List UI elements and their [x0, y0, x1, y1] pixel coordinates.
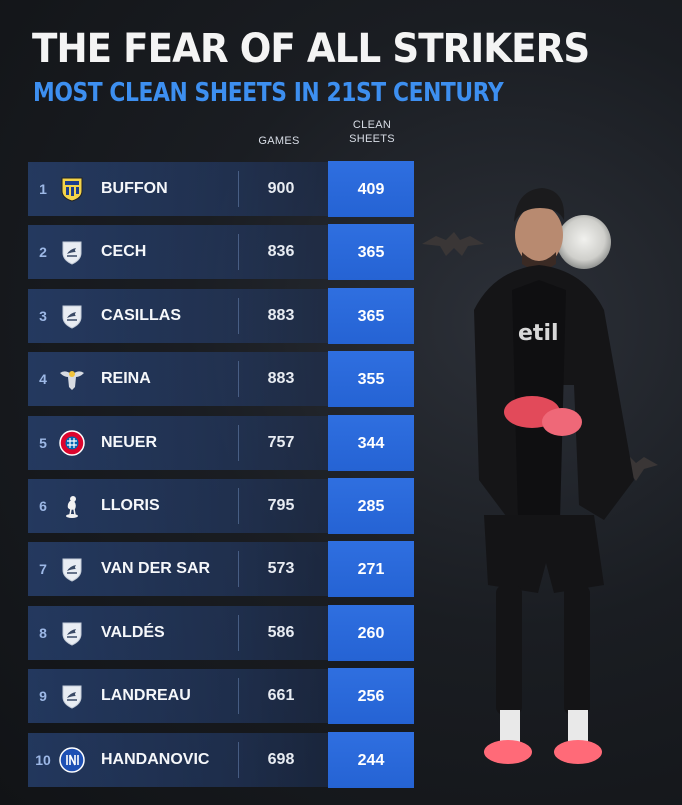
clean-sheets-cell: 271 — [328, 541, 414, 597]
player-name: NEUER — [101, 434, 158, 451]
games-value: 883 — [267, 370, 295, 387]
clean-sheets-cell: 285 — [328, 478, 414, 534]
row-divider — [238, 234, 239, 270]
page-title: THE FEAR OF ALL STRIKERS — [32, 26, 590, 72]
clean-sheets-value: 285 — [357, 498, 385, 515]
shield-crest-icon — [62, 685, 82, 709]
player-name: HANDANOVIC — [101, 751, 210, 768]
goalkeeper-boots — [484, 740, 532, 764]
shield-crest-icon — [62, 305, 82, 329]
row-rank: 8 — [39, 625, 47, 641]
inter-crest-icon — [59, 747, 85, 773]
clean-sheets-value: 256 — [357, 688, 385, 705]
row-divider — [238, 361, 239, 397]
clean-sheets-value: 365 — [357, 244, 385, 261]
table-row: 1 BUFFON 900 — [28, 162, 328, 216]
row-rank: 4 — [39, 371, 47, 387]
clean-sheets-value: 344 — [357, 435, 385, 452]
clean-sheets-header-line2: SHEETS — [349, 133, 395, 145]
page-subtitle: MOST CLEAN SHEETS IN 21ST CENTURY — [33, 78, 504, 108]
row-divider — [238, 678, 239, 714]
table-row: 3 CASILLAS 883 — [28, 289, 328, 343]
row-divider — [238, 171, 239, 207]
player-name: CASILLAS — [101, 307, 181, 324]
table-row: 2 CECH 836 — [28, 225, 328, 279]
games-value: 573 — [267, 560, 295, 577]
table-row: 7 VAN DER SAR 573 — [28, 542, 328, 596]
player-name: REINA — [101, 370, 151, 387]
row-rank: 3 — [39, 308, 47, 324]
clean-sheets-cell: 244 — [328, 732, 414, 788]
games-value: 836 — [267, 243, 295, 260]
table-row: 4 REINA 883 — [28, 352, 328, 406]
svg-text:etil: etil — [518, 321, 559, 346]
parma-crest-icon — [61, 177, 83, 202]
shield-crest-icon — [62, 622, 82, 646]
goalkeeper-head — [515, 205, 563, 265]
clean-sheets-value: 365 — [357, 308, 385, 325]
row-divider — [238, 742, 239, 778]
shield-crest-icon — [62, 558, 82, 582]
clean-sheets-cell: 355 — [328, 351, 414, 407]
row-rank: 7 — [39, 561, 47, 577]
table-row: 6 LLORIS 795 — [28, 479, 328, 533]
row-divider — [238, 615, 239, 651]
player-name: CECH — [101, 243, 147, 260]
clean-sheets-cell: 409 — [328, 161, 414, 217]
games-value: 795 — [267, 497, 295, 514]
clean-sheets-cell: 256 — [328, 668, 414, 724]
games-value: 900 — [267, 180, 295, 197]
bayern-crest-icon — [59, 430, 85, 456]
games-value: 757 — [267, 434, 295, 451]
clean-sheets-cell: 344 — [328, 415, 414, 471]
table-row: 8 VALDÉS 586 — [28, 606, 328, 660]
player-name: VAN DER SAR — [101, 560, 211, 577]
player-name: LLORIS — [101, 497, 160, 514]
games-value: 883 — [267, 307, 295, 324]
row-rank: 2 — [39, 244, 47, 260]
clean-sheets-cell: 365 — [328, 224, 414, 280]
clean-sheets-value: 355 — [357, 371, 385, 388]
row-rank: 10 — [35, 752, 51, 768]
row-rank: 5 — [39, 435, 47, 451]
table-row: 5 NEUER 757 — [28, 416, 328, 470]
player-name: VALDÉS — [101, 624, 165, 641]
row-divider — [238, 425, 239, 461]
tottenham-cockerel-icon — [66, 496, 78, 518]
shield-crest-icon — [62, 241, 82, 265]
games-value: 698 — [267, 751, 295, 768]
clean-sheets-value: 271 — [357, 561, 385, 578]
clean-sheets-cell: 365 — [328, 288, 414, 344]
row-rank: 1 — [39, 181, 47, 197]
goalkeeper-illustration: etil — [422, 188, 658, 764]
games-column-header: GAMES — [258, 135, 300, 147]
games-value: 586 — [267, 624, 295, 641]
lazio-eagle-icon — [60, 371, 84, 390]
row-rank: 6 — [39, 498, 47, 514]
clean-sheets-value: 244 — [357, 752, 385, 769]
row-divider — [238, 298, 239, 334]
clean-sheets-value: 260 — [357, 625, 385, 642]
bat-icon — [422, 232, 484, 256]
player-name: LANDREAU — [101, 687, 191, 704]
row-divider — [238, 488, 239, 524]
row-divider — [238, 551, 239, 587]
table-row: 9 LANDREAU 661 — [28, 669, 328, 723]
clean-sheets-column-header: CLEAN SHEETS — [332, 118, 412, 146]
clean-sheets-header-line1: CLEAN — [352, 119, 392, 131]
clean-sheets-cell: 260 — [328, 605, 414, 661]
player-name: BUFFON — [101, 180, 168, 197]
moon-icon — [557, 215, 611, 269]
games-value: 661 — [267, 687, 295, 704]
clean-sheets-value: 409 — [357, 181, 385, 198]
table-row: 10 HANDANOVIC 698 — [28, 733, 328, 787]
row-rank: 9 — [39, 688, 47, 704]
